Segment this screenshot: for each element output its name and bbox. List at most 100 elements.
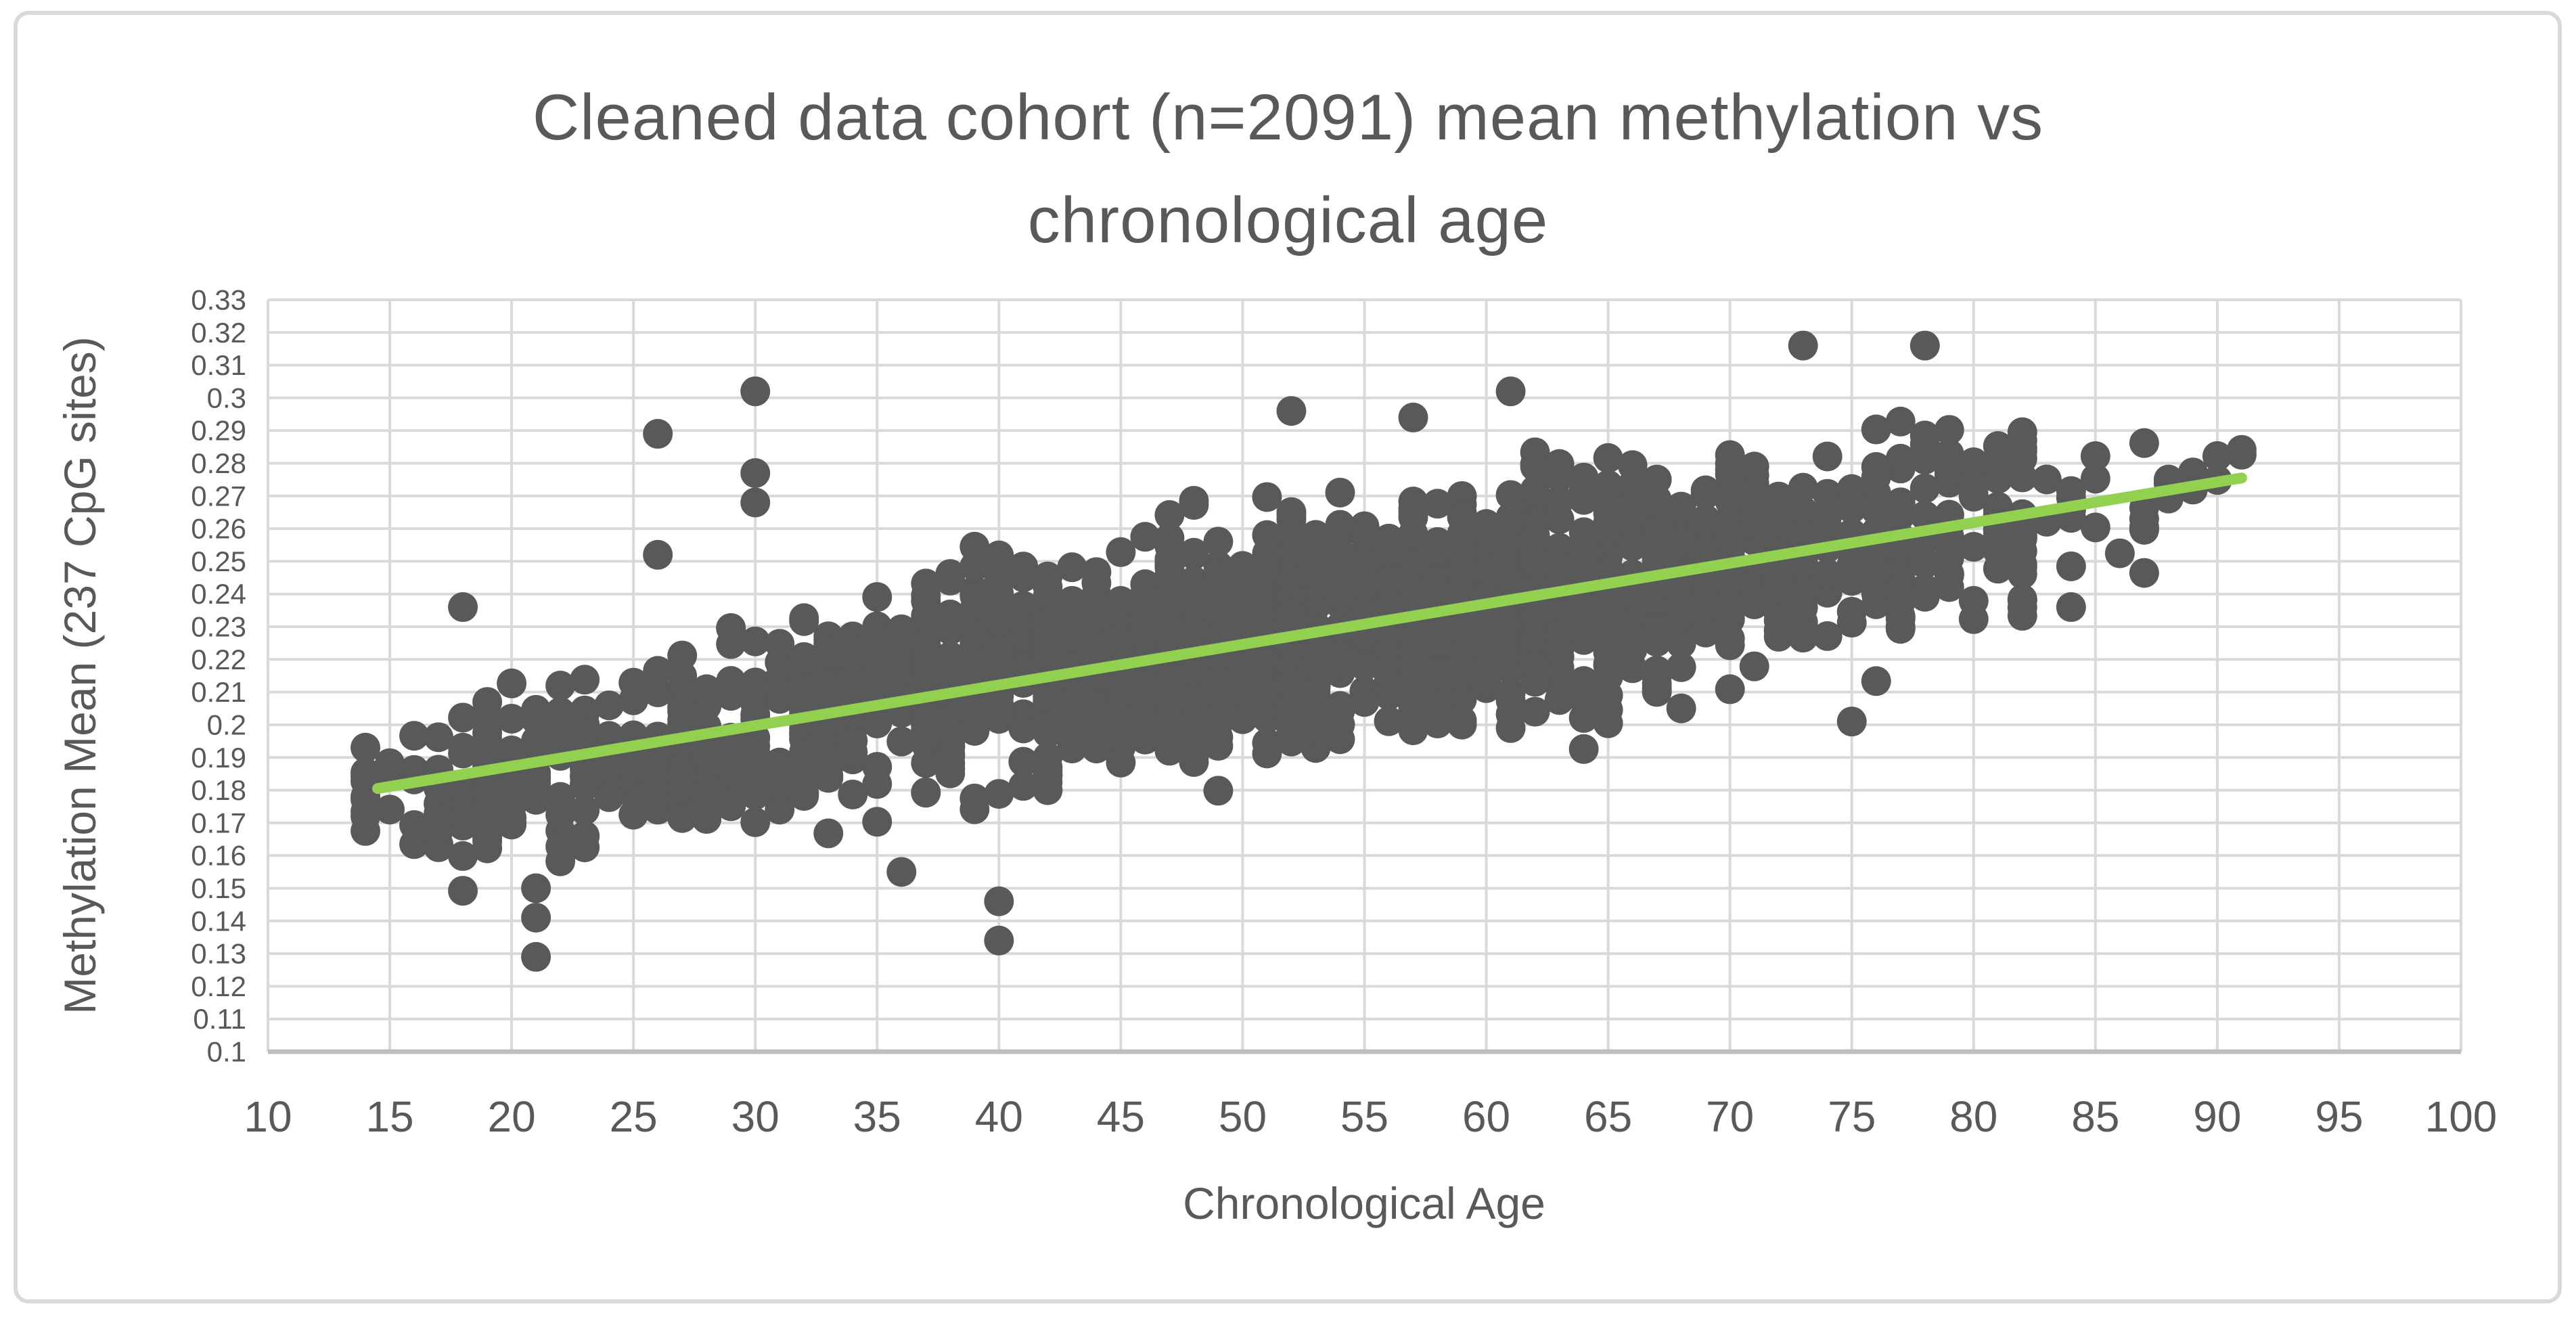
data-point bbox=[497, 668, 527, 698]
data-point bbox=[935, 642, 966, 673]
data-point bbox=[2104, 538, 2135, 568]
data-point bbox=[984, 606, 1014, 637]
x-tick-label: 95 bbox=[2315, 1092, 2363, 1141]
data-point bbox=[1227, 704, 1258, 734]
data-point bbox=[1520, 624, 1550, 654]
data-point bbox=[570, 719, 600, 750]
data-point bbox=[1301, 520, 1331, 550]
x-tick-label: 90 bbox=[2193, 1092, 2241, 1141]
data-point bbox=[1349, 519, 1380, 550]
y-tick-label: 0.24 bbox=[191, 578, 246, 610]
data-point bbox=[740, 376, 771, 407]
data-point bbox=[1495, 545, 1526, 576]
data-point bbox=[1593, 612, 1623, 643]
data-point bbox=[1861, 666, 1891, 696]
data-point bbox=[1593, 443, 1623, 473]
data-point bbox=[1179, 616, 1209, 646]
data-point bbox=[448, 841, 478, 871]
data-point bbox=[1130, 522, 1160, 552]
x-tick-label: 20 bbox=[488, 1092, 536, 1141]
data-point bbox=[813, 818, 844, 849]
data-point bbox=[1593, 650, 1623, 681]
data-point bbox=[1325, 477, 1355, 508]
data-point bbox=[1203, 776, 1234, 806]
x-tick-label: 60 bbox=[1462, 1092, 1510, 1141]
data-point bbox=[1568, 475, 1599, 506]
data-point bbox=[1836, 707, 1867, 737]
data-point bbox=[1447, 705, 1477, 736]
data-point bbox=[1495, 637, 1526, 667]
y-tick-label: 0.19 bbox=[191, 742, 246, 774]
data-point bbox=[1033, 610, 1063, 641]
x-tick-label: 50 bbox=[1219, 1092, 1267, 1141]
data-point bbox=[1179, 656, 1209, 687]
data-point bbox=[1788, 619, 1818, 649]
data-point bbox=[1252, 677, 1282, 708]
data-point bbox=[862, 807, 892, 837]
data-point bbox=[1106, 703, 1136, 734]
data-point bbox=[1227, 673, 1258, 703]
y-tick-label: 0.11 bbox=[193, 1003, 246, 1035]
data-point bbox=[1471, 554, 1501, 584]
data-point bbox=[959, 654, 990, 685]
data-point bbox=[1495, 480, 1526, 510]
data-point bbox=[1057, 621, 1087, 652]
trendline bbox=[372, 472, 2247, 795]
data-point bbox=[1106, 585, 1136, 616]
data-point bbox=[2080, 512, 2110, 543]
data-point bbox=[765, 795, 795, 825]
data-point bbox=[716, 629, 746, 659]
data-point bbox=[1106, 537, 1136, 567]
data-point bbox=[1642, 588, 1672, 619]
data-point bbox=[1374, 536, 1404, 566]
data-point bbox=[1447, 610, 1477, 641]
data-point bbox=[1422, 489, 1453, 519]
data-point bbox=[2007, 559, 2037, 589]
data-point bbox=[2129, 428, 2159, 458]
data-point bbox=[521, 732, 551, 762]
data-point bbox=[1958, 531, 1989, 562]
data-point bbox=[1106, 673, 1136, 704]
data-point bbox=[1983, 431, 2013, 462]
data-point bbox=[1447, 519, 1477, 550]
data-point bbox=[2202, 441, 2232, 471]
data-point bbox=[911, 586, 941, 617]
data-point bbox=[1666, 652, 1696, 682]
data-point bbox=[1910, 330, 1940, 361]
data-point bbox=[1958, 447, 1989, 478]
data-point bbox=[765, 671, 795, 701]
data-point bbox=[1910, 473, 1940, 504]
data-point bbox=[1715, 630, 1745, 661]
data-point bbox=[935, 565, 966, 596]
y-tick-label: 0.12 bbox=[191, 970, 246, 1002]
data-point bbox=[1398, 402, 1428, 432]
data-point bbox=[692, 674, 722, 705]
x-tick-label: 15 bbox=[365, 1092, 413, 1141]
data-point bbox=[1227, 646, 1258, 676]
x-tick-label: 45 bbox=[1097, 1092, 1145, 1141]
data-point bbox=[521, 763, 551, 793]
data-point bbox=[1227, 568, 1258, 599]
data-point bbox=[862, 708, 892, 738]
data-point bbox=[1252, 538, 1282, 568]
data-point bbox=[1422, 691, 1453, 721]
data-point bbox=[1910, 500, 1940, 531]
data-point bbox=[1252, 738, 1282, 769]
y-tick-label: 0.21 bbox=[191, 676, 246, 708]
data-point bbox=[984, 779, 1014, 809]
data-point bbox=[765, 629, 795, 659]
data-point bbox=[1593, 514, 1623, 545]
x-tick-label: 85 bbox=[2071, 1092, 2119, 1141]
data-point bbox=[984, 886, 1014, 916]
data-point bbox=[667, 760, 698, 790]
data-point bbox=[1544, 533, 1575, 563]
data-point bbox=[1617, 531, 1648, 562]
data-point bbox=[643, 759, 673, 790]
x-axis-title: Chronological Age bbox=[1183, 1178, 1545, 1228]
data-point bbox=[1276, 670, 1307, 700]
data-point bbox=[1812, 512, 1843, 543]
data-point bbox=[740, 780, 771, 810]
data-point bbox=[1422, 574, 1453, 604]
data-point bbox=[911, 699, 941, 730]
data-point bbox=[1276, 516, 1307, 547]
